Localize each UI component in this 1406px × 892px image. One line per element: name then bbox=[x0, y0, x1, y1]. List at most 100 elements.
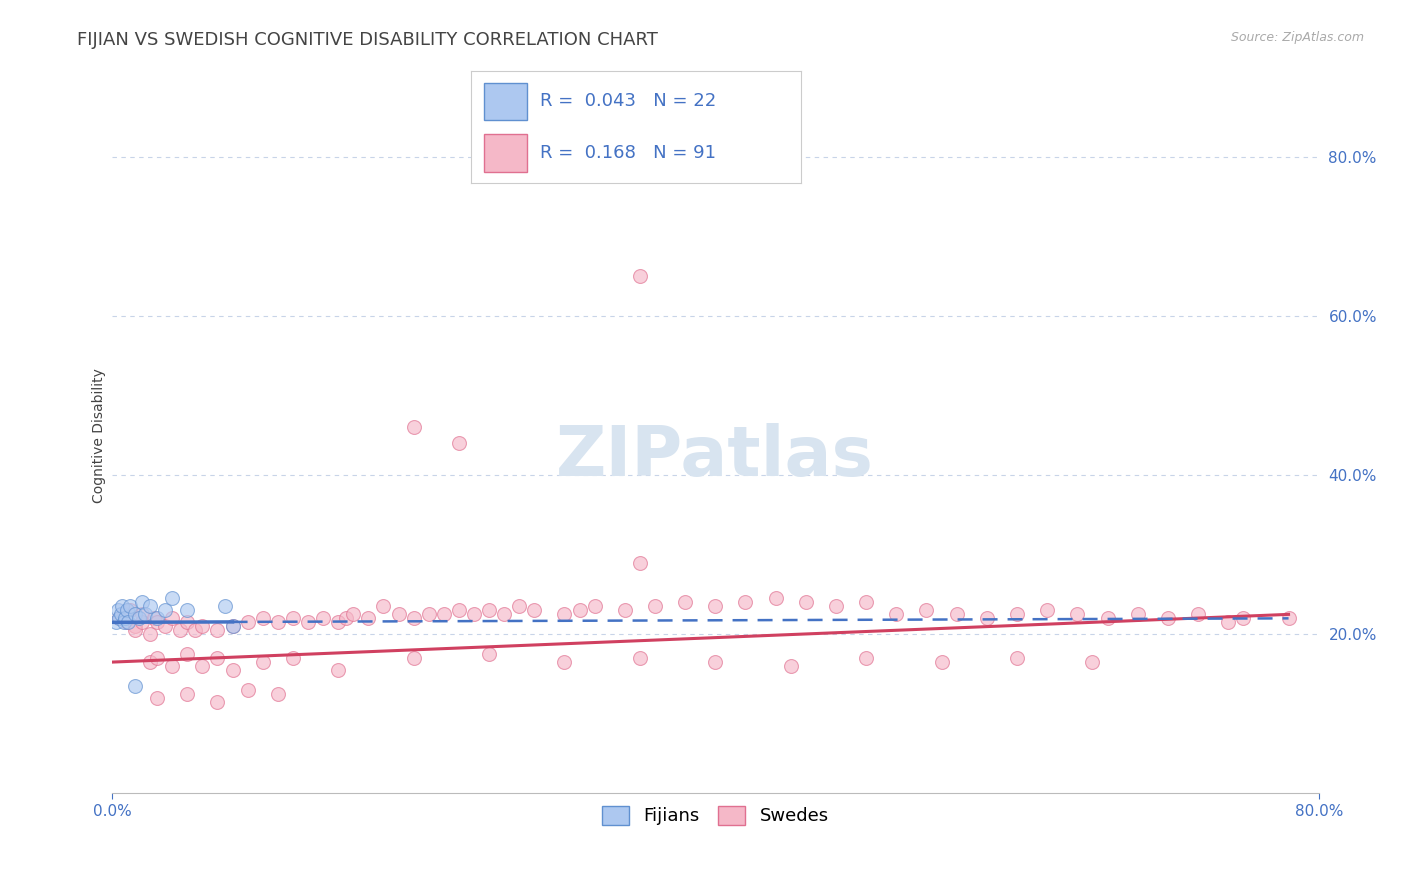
Point bbox=[134, 607, 156, 622]
Point bbox=[1036, 603, 1059, 617]
Point bbox=[915, 603, 938, 617]
Point bbox=[628, 556, 651, 570]
Point bbox=[124, 624, 146, 638]
Point bbox=[523, 603, 546, 617]
Y-axis label: Cognitive Disability: Cognitive Disability bbox=[93, 368, 107, 503]
Point bbox=[1126, 607, 1149, 622]
Point bbox=[153, 603, 176, 617]
Point bbox=[1218, 615, 1240, 630]
Point bbox=[418, 607, 440, 622]
Point bbox=[855, 651, 877, 665]
Point bbox=[138, 599, 160, 614]
Point bbox=[221, 619, 243, 633]
Text: ZIPatlas: ZIPatlas bbox=[557, 424, 875, 491]
Point bbox=[328, 663, 350, 677]
Point bbox=[1005, 651, 1028, 665]
Point bbox=[146, 611, 169, 625]
Point bbox=[704, 655, 727, 669]
Point bbox=[312, 611, 335, 625]
Point bbox=[704, 599, 727, 614]
Point bbox=[1005, 607, 1028, 622]
Point bbox=[568, 603, 591, 617]
Point bbox=[207, 695, 229, 709]
Text: R =  0.168   N = 91: R = 0.168 N = 91 bbox=[540, 144, 717, 161]
Point bbox=[207, 624, 229, 638]
Point bbox=[124, 679, 146, 693]
Point bbox=[281, 651, 304, 665]
Text: FIJIAN VS SWEDISH COGNITIVE DISABILITY CORRELATION CHART: FIJIAN VS SWEDISH COGNITIVE DISABILITY C… bbox=[77, 31, 658, 49]
Point bbox=[110, 607, 132, 622]
Point bbox=[138, 655, 160, 669]
Point bbox=[221, 663, 243, 677]
Point bbox=[297, 615, 319, 630]
Point bbox=[191, 619, 214, 633]
Point bbox=[160, 591, 183, 606]
Point bbox=[402, 651, 425, 665]
Point bbox=[128, 611, 150, 625]
Point bbox=[176, 687, 198, 701]
Point bbox=[673, 595, 696, 609]
Point bbox=[124, 607, 146, 622]
Point bbox=[447, 436, 470, 450]
Point bbox=[107, 603, 129, 617]
Point bbox=[373, 599, 395, 614]
Point bbox=[553, 607, 575, 622]
Point bbox=[1157, 611, 1180, 625]
Text: Source: ZipAtlas.com: Source: ZipAtlas.com bbox=[1230, 31, 1364, 45]
Point bbox=[115, 603, 138, 617]
Point bbox=[433, 607, 456, 622]
Point bbox=[779, 659, 801, 673]
Point bbox=[176, 603, 198, 617]
Point bbox=[1232, 611, 1254, 625]
Point bbox=[176, 615, 198, 630]
Point bbox=[146, 651, 169, 665]
Point bbox=[118, 603, 141, 617]
Point bbox=[191, 659, 214, 673]
Point bbox=[734, 595, 756, 609]
Point bbox=[146, 615, 169, 630]
Point bbox=[214, 599, 236, 614]
Point bbox=[855, 595, 877, 609]
Bar bbox=[484, 134, 527, 171]
Legend: Fijians, Swedes: Fijians, Swedes bbox=[593, 797, 838, 834]
Point bbox=[447, 603, 470, 617]
Point bbox=[644, 599, 666, 614]
Point bbox=[252, 655, 274, 669]
Point bbox=[267, 615, 290, 630]
Point bbox=[1066, 607, 1088, 622]
Point bbox=[886, 607, 908, 622]
Bar bbox=[484, 83, 527, 120]
Point bbox=[176, 647, 198, 661]
Point bbox=[114, 611, 136, 625]
Point bbox=[236, 615, 259, 630]
Point bbox=[478, 603, 501, 617]
Point bbox=[252, 611, 274, 625]
Point bbox=[112, 607, 135, 622]
Point bbox=[138, 627, 160, 641]
Text: R =  0.043   N = 22: R = 0.043 N = 22 bbox=[540, 93, 717, 111]
Point bbox=[1097, 611, 1119, 625]
Point bbox=[1277, 611, 1299, 625]
Point bbox=[508, 599, 530, 614]
Point bbox=[267, 687, 290, 701]
Point bbox=[112, 615, 135, 630]
Point bbox=[387, 607, 409, 622]
Point bbox=[131, 615, 153, 630]
Point bbox=[146, 690, 169, 705]
Point bbox=[976, 611, 998, 625]
Point bbox=[184, 624, 207, 638]
Point bbox=[335, 611, 357, 625]
Point bbox=[613, 603, 636, 617]
Point bbox=[402, 420, 425, 434]
Point bbox=[118, 599, 141, 614]
Point bbox=[765, 591, 787, 606]
Point bbox=[553, 655, 575, 669]
Point bbox=[117, 615, 139, 630]
Point bbox=[221, 619, 243, 633]
Point bbox=[160, 611, 183, 625]
Point bbox=[342, 607, 364, 622]
Point bbox=[628, 651, 651, 665]
Point bbox=[1187, 607, 1209, 622]
Point bbox=[402, 611, 425, 625]
Point bbox=[357, 611, 380, 625]
